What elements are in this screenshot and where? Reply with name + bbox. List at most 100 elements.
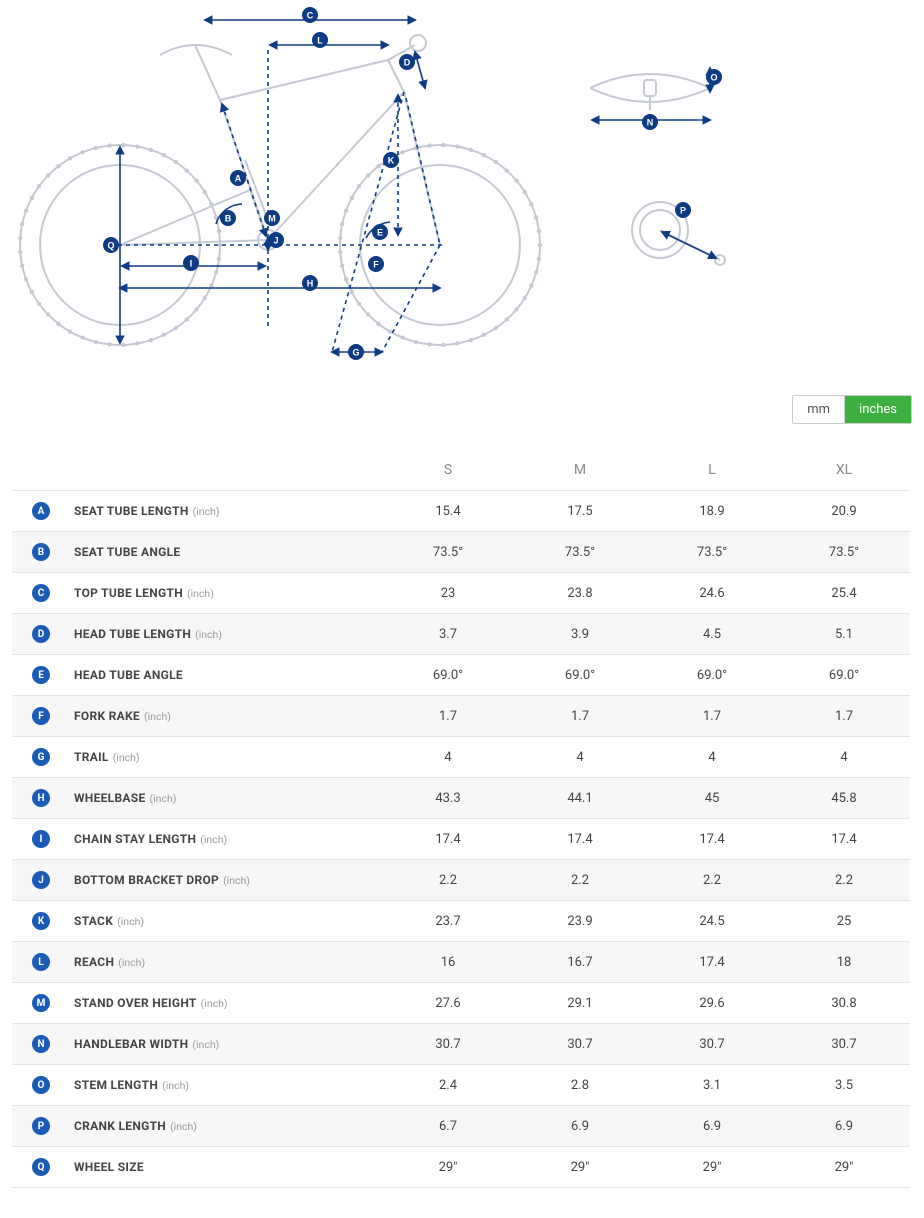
row-name: HEAD TUBE LENGTH bbox=[74, 627, 191, 641]
table-row: CTOP TUBE LENGTH(inch)2323.824.625.4 bbox=[12, 573, 910, 614]
cell: 2.2 bbox=[514, 860, 646, 901]
table-row: OSTEM LENGTH(inch)2.42.83.13.5 bbox=[12, 1065, 910, 1106]
cell: 30.7 bbox=[382, 1024, 514, 1065]
unit-toggle: mm inches bbox=[0, 395, 924, 424]
row-label: PCRANK LENGTH(inch) bbox=[12, 1106, 382, 1147]
svg-text:B: B bbox=[225, 214, 232, 224]
row-unit: (inch) bbox=[117, 915, 144, 928]
cell: 3.1 bbox=[646, 1065, 778, 1106]
svg-text:A: A bbox=[235, 174, 242, 184]
cell: 18.9 bbox=[646, 491, 778, 532]
table-row: PCRANK LENGTH(inch)6.76.96.96.9 bbox=[12, 1106, 910, 1147]
cell: 43.3 bbox=[382, 778, 514, 819]
row-key-badge: P bbox=[32, 1117, 50, 1135]
cell: 23.9 bbox=[514, 901, 646, 942]
svg-text:O: O bbox=[710, 73, 717, 83]
table-row: NHANDLEBAR WIDTH(inch)30.730.730.730.7 bbox=[12, 1024, 910, 1065]
cell: 25.4 bbox=[778, 573, 910, 614]
cell: 1.7 bbox=[382, 696, 514, 737]
row-unit: (inch) bbox=[193, 505, 220, 518]
table-row: ASEAT TUBE LENGTH(inch)15.417.518.920.9 bbox=[12, 491, 910, 532]
cell: 3.5 bbox=[778, 1065, 910, 1106]
row-name: WHEEL SIZE bbox=[74, 1160, 144, 1174]
cell: 18 bbox=[778, 942, 910, 983]
cell: 29" bbox=[382, 1147, 514, 1188]
svg-text:N: N bbox=[647, 118, 654, 128]
row-label: LREACH(inch) bbox=[12, 942, 382, 983]
row-name: SEAT TUBE LENGTH bbox=[74, 504, 189, 518]
cell: 29" bbox=[778, 1147, 910, 1188]
row-key-badge: N bbox=[32, 1035, 50, 1053]
row-label: CTOP TUBE LENGTH(inch) bbox=[12, 573, 382, 614]
svg-text:J: J bbox=[273, 236, 278, 246]
cell: 23.7 bbox=[382, 901, 514, 942]
col-size-l: L bbox=[646, 448, 778, 491]
col-size-s: S bbox=[382, 448, 514, 491]
cell: 4 bbox=[514, 737, 646, 778]
cell: 4 bbox=[778, 737, 910, 778]
row-key-badge: O bbox=[32, 1076, 50, 1094]
table-row: DHEAD TUBE LENGTH(inch)3.73.94.55.1 bbox=[12, 614, 910, 655]
cell: 30.7 bbox=[778, 1024, 910, 1065]
unit-inches-button[interactable]: inches bbox=[844, 396, 911, 423]
cell: 2.2 bbox=[778, 860, 910, 901]
row-label: JBOTTOM BRACKET DROP(inch) bbox=[12, 860, 382, 901]
table-row: LREACH(inch)1616.717.418 bbox=[12, 942, 910, 983]
row-name: TOP TUBE LENGTH bbox=[74, 586, 183, 600]
svg-text:H: H bbox=[307, 279, 314, 289]
cell: 3.9 bbox=[514, 614, 646, 655]
svg-text:G: G bbox=[352, 348, 359, 358]
row-key-badge: M bbox=[32, 994, 50, 1012]
row-label: KSTACK(inch) bbox=[12, 901, 382, 942]
cell: 17.4 bbox=[382, 819, 514, 860]
table-row: QWHEEL SIZE29"29"29"29" bbox=[12, 1147, 910, 1188]
cell: 1.7 bbox=[778, 696, 910, 737]
row-label: NHANDLEBAR WIDTH(inch) bbox=[12, 1024, 382, 1065]
row-name: STAND OVER HEIGHT bbox=[74, 996, 197, 1010]
row-unit: (inch) bbox=[162, 1079, 189, 1092]
row-unit: (inch) bbox=[187, 587, 214, 600]
row-name: SEAT TUBE ANGLE bbox=[74, 545, 180, 559]
cell: 16 bbox=[382, 942, 514, 983]
cell: 30.7 bbox=[646, 1024, 778, 1065]
row-unit: (inch) bbox=[200, 833, 227, 846]
row-key-badge: J bbox=[32, 871, 50, 889]
table-row: BSEAT TUBE ANGLE73.5°73.5°73.5°73.5° bbox=[12, 532, 910, 573]
row-label: DHEAD TUBE LENGTH(inch) bbox=[12, 614, 382, 655]
row-label: OSTEM LENGTH(inch) bbox=[12, 1065, 382, 1106]
cell: 69.0° bbox=[778, 655, 910, 696]
row-name: HEAD TUBE ANGLE bbox=[74, 668, 183, 682]
row-label: FFORK RAKE(inch) bbox=[12, 696, 382, 737]
row-unit: (inch) bbox=[144, 710, 171, 723]
unit-mm-button[interactable]: mm bbox=[793, 396, 844, 423]
cell: 24.5 bbox=[646, 901, 778, 942]
cell: 29.6 bbox=[646, 983, 778, 1024]
table-row: JBOTTOM BRACKET DROP(inch)2.22.22.22.2 bbox=[12, 860, 910, 901]
row-unit: (inch) bbox=[201, 997, 228, 1010]
row-unit: (inch) bbox=[118, 956, 145, 969]
row-name: WHEELBASE bbox=[74, 791, 146, 805]
cell: 5.1 bbox=[778, 614, 910, 655]
cell: 6.9 bbox=[514, 1106, 646, 1147]
svg-text:D: D bbox=[404, 58, 411, 68]
row-name: CRANK LENGTH bbox=[74, 1119, 166, 1133]
cell: 29.1 bbox=[514, 983, 646, 1024]
cell: 23 bbox=[382, 573, 514, 614]
svg-text:Q: Q bbox=[107, 241, 114, 251]
cell: 73.5° bbox=[382, 532, 514, 573]
table-row: ICHAIN STAY LENGTH(inch)17.417.417.417.4 bbox=[12, 819, 910, 860]
cell: 69.0° bbox=[646, 655, 778, 696]
row-unit: (inch) bbox=[223, 874, 250, 887]
row-label: QWHEEL SIZE bbox=[12, 1147, 382, 1188]
svg-text:I: I bbox=[190, 259, 193, 269]
cell: 73.5° bbox=[514, 532, 646, 573]
geometry-diagram: ABCDEFGHIJKLMNOPQ bbox=[10, 0, 570, 380]
geometry-table: S M L XL ASEAT TUBE LENGTH(inch)15.417.5… bbox=[12, 448, 910, 1188]
cell: 29" bbox=[514, 1147, 646, 1188]
table-row: FFORK RAKE(inch)1.71.71.71.7 bbox=[12, 696, 910, 737]
cell: 6.7 bbox=[382, 1106, 514, 1147]
cell: 2.8 bbox=[514, 1065, 646, 1106]
row-unit: (inch) bbox=[195, 628, 222, 641]
row-name: STACK bbox=[74, 914, 113, 928]
svg-text:K: K bbox=[388, 156, 395, 166]
